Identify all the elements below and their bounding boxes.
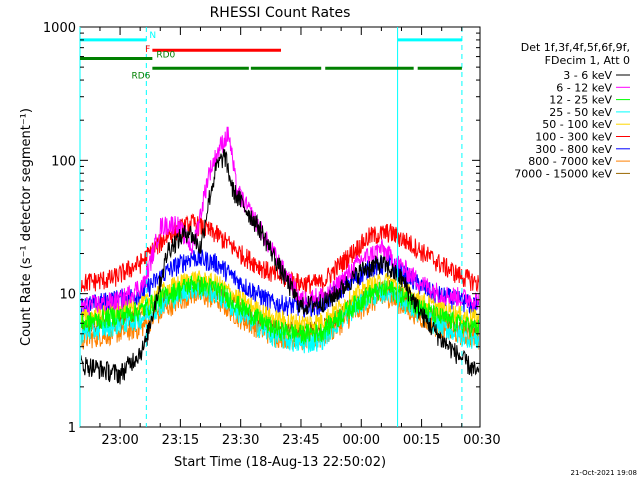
series-line-0 [81, 148, 479, 385]
legend-entry-label: 3 - 6 keV [563, 69, 612, 82]
flag-label-n: N [149, 31, 156, 41]
flag-label-f: F [145, 45, 150, 55]
y-axis-label: Count Rate (s⁻¹ detector segment⁻¹) [19, 108, 34, 346]
footer-timestamp: 21-Oct-2021 19:08 [571, 469, 637, 477]
legend-entry-label: 300 - 800 keV [535, 143, 612, 156]
legend-entry-label: 800 - 7000 keV [528, 155, 612, 168]
x-tick-label: 00:00 [343, 433, 380, 448]
x-tick-label: 23:00 [101, 433, 138, 448]
legend-entry-label: 100 - 300 keV [535, 131, 612, 144]
legend-entry-label: 6 - 12 keV [556, 81, 612, 94]
legend: Det 1f,3f,4f,5f,6f,9f, FDecim 1, Att 0 3… [514, 41, 630, 180]
chart-title: RHESSI Count Rates [210, 5, 351, 21]
flag-label-rd6: RD6 [131, 71, 150, 81]
y-axis-ticks: 1 10 100 1000 [43, 21, 480, 436]
y-tick-label: 100 [51, 154, 76, 169]
plot-frame [79, 26, 481, 428]
series-line-1 [81, 126, 479, 316]
x-tick-label: 23:15 [162, 433, 199, 448]
x-tick-label: 23:30 [222, 433, 259, 448]
x-tick-label: 00:30 [463, 433, 500, 448]
x-tick-label: 23:45 [282, 433, 319, 448]
y-tick-label: 1000 [43, 21, 76, 36]
legend-entry-label: 12 - 25 keV [549, 94, 612, 107]
x-axis-ticks: 23:00 23:15 23:30 23:45 00:00 00:15 00:30 [99, 27, 501, 448]
x-tick-label: 00:15 [403, 433, 440, 448]
y-tick-label: 1 [68, 421, 76, 436]
legend-entry-label: 25 - 50 keV [549, 106, 612, 119]
flag-bars: NF RD0 RD6 [80, 31, 462, 81]
legend-entry-label: 50 - 100 keV [542, 118, 612, 131]
series-layer [81, 126, 479, 385]
flag-label-rd0: RD0 [156, 51, 175, 61]
legend-header-line-2: FDecim 1, Att 0 [545, 54, 630, 67]
vertical-markers [79, 27, 463, 427]
legend-header-line-1: Det 1f,3f,4f,5f,6f,9f, [521, 41, 630, 54]
x-axis-label: Start Time (18-Aug-13 22:50:02) [174, 455, 386, 470]
legend-entry-label: 7000 - 15000 keV [514, 167, 612, 180]
series-line-2 [81, 275, 479, 345]
y-tick-label: 10 [59, 288, 76, 303]
